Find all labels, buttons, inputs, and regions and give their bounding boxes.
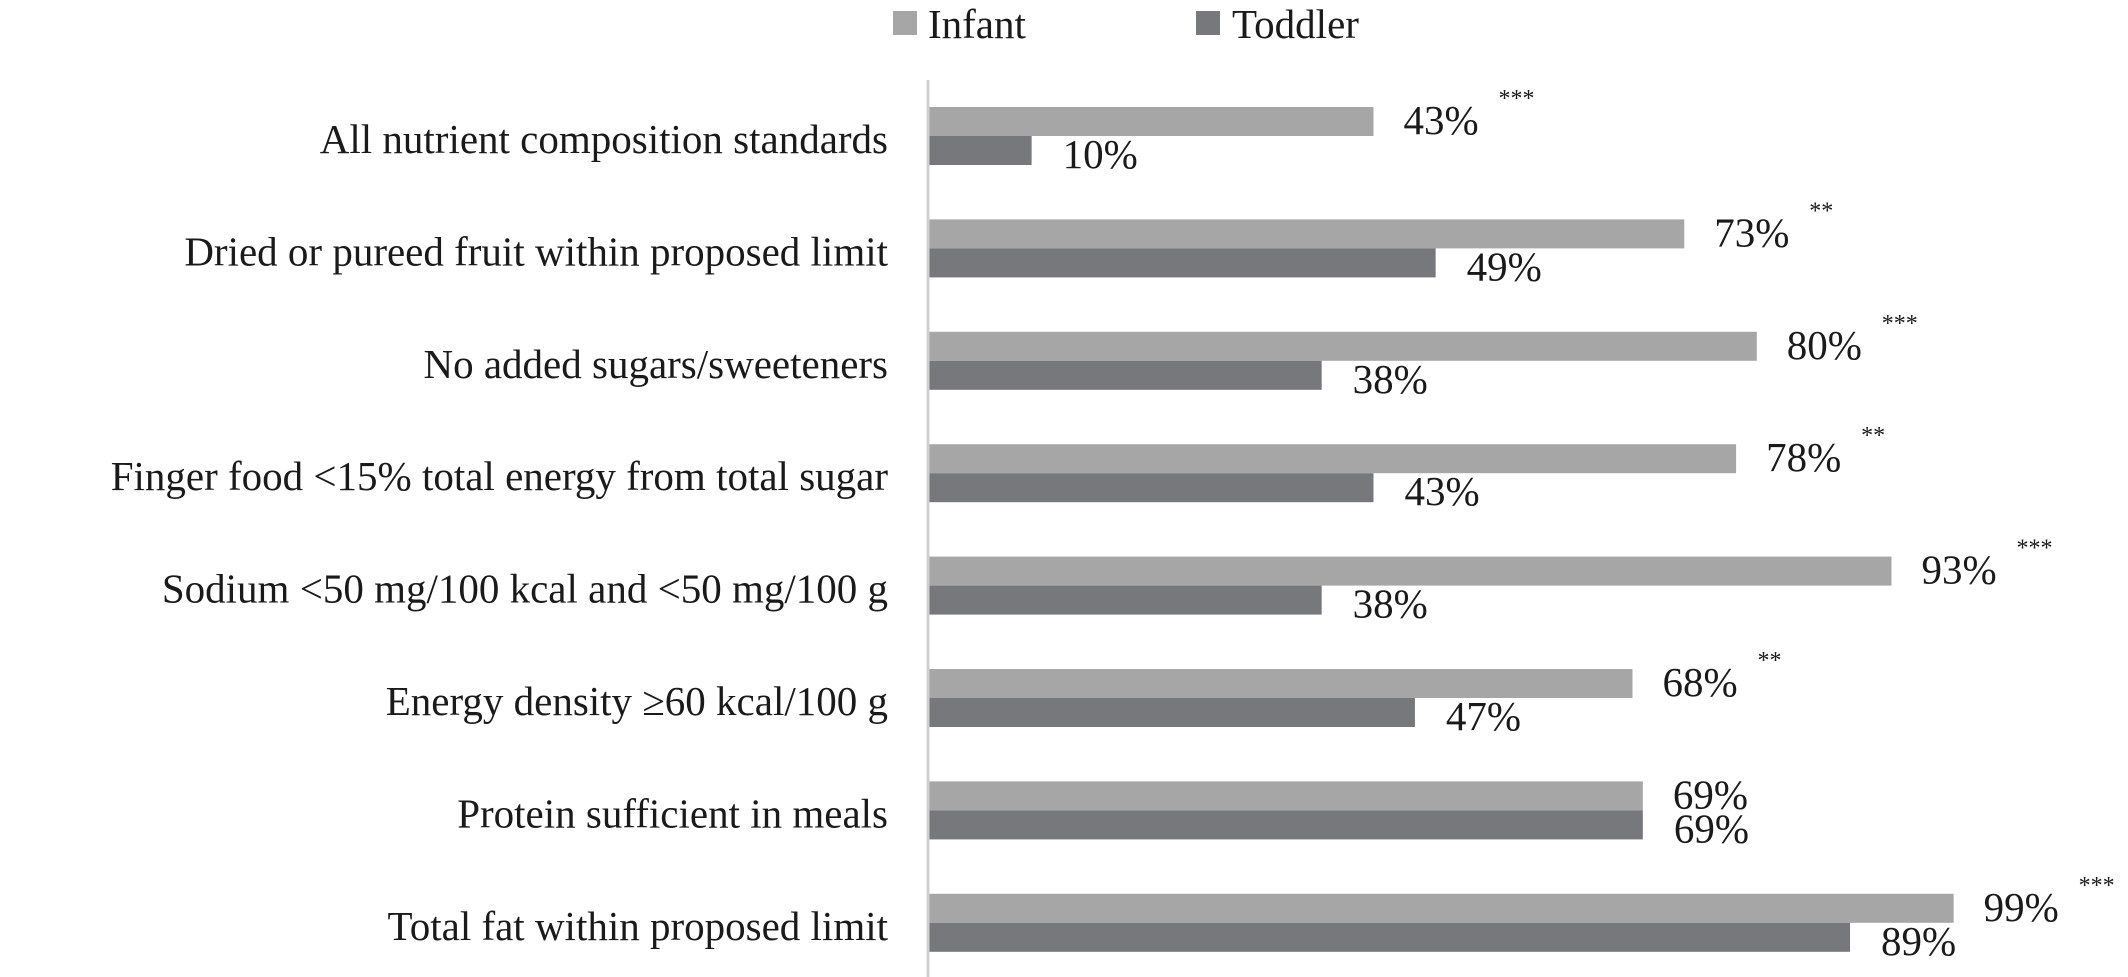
toddler-value-label: 69% [1674,805,1749,851]
toddler-value-label: 38% [1353,581,1428,627]
toddler-value-label: 38% [1353,356,1428,402]
infant-value-label: 93% [1921,547,1996,593]
category-label: Dried or pureed fruit within proposed li… [184,228,888,274]
infant-bar [928,669,1633,698]
infant-bar [928,444,1737,474]
significance-marker: ** [1861,423,1885,449]
infant-value-label: 68% [1662,659,1737,705]
infant-bar [928,331,1757,361]
toddler-bar [928,360,1322,390]
infant-value-label: 73% [1714,209,1789,255]
category-label: Protein sufficient in meals [457,790,888,836]
category-label: Finger food <15% total energy from total… [111,453,889,499]
toddler-bar [928,698,1415,727]
significance-marker: *** [1498,86,1534,112]
infant-bar [928,107,1374,136]
category-label: Sodium <50 mg/100 kcal and <50 mg/100 g [162,566,888,612]
infant-value-label: 78% [1766,434,1841,480]
legend-label-infant: Infant [928,1,1027,47]
toddler-value-label: 43% [1404,468,1479,514]
legend-swatch-infant [893,11,917,35]
significance-marker: *** [2016,536,2052,562]
toddler-value-label: 10% [1063,131,1138,177]
infant-value-label: 99% [1984,884,2059,930]
legend: Infant Toddler [893,1,1359,47]
value-labels: 43% ***10%73% **49%80% ***38%78% **43%93% ***… [1063,86,2115,964]
legend-swatch-toddler [1196,11,1220,35]
category-label: All nutrient composition standards [320,116,888,162]
significance-marker: ** [1757,648,1781,674]
toddler-bar [928,922,1851,952]
category-label: No added sugars/sweeteners [423,341,888,387]
toddler-bar [928,248,1436,278]
infant-bar [928,219,1685,249]
infant-value-label: 80% [1787,322,1862,368]
category-label: Total fat within proposed limit [388,903,889,949]
toddler-value-label: 89% [1881,918,1956,964]
significance-marker: *** [2079,873,2115,899]
toddler-value-label: 49% [1467,243,1542,289]
significance-marker: *** [1882,311,1918,337]
infant-value-label: 43% [1403,97,1478,143]
infant-bar [928,893,1954,923]
toddler-bar [928,136,1032,165]
toddler-bar [928,585,1322,615]
infant-bar [928,781,1643,811]
legend-label-toddler: Toddler [1232,1,1359,47]
infant-bar [928,556,1892,586]
category-labels: All nutrient composition standards Dried … [111,116,889,949]
significance-marker: ** [1809,198,1833,224]
toddler-bar [928,473,1374,503]
toddler-bar [928,810,1643,840]
infant-value-label: 69% [1673,771,1748,817]
bars [928,107,1954,952]
category-label: Energy density ≥60 kcal/100 g [386,678,888,724]
toddler-value-label: 47% [1446,693,1521,739]
